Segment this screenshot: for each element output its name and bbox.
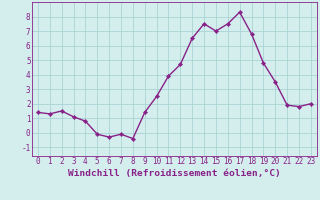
- X-axis label: Windchill (Refroidissement éolien,°C): Windchill (Refroidissement éolien,°C): [68, 169, 281, 178]
